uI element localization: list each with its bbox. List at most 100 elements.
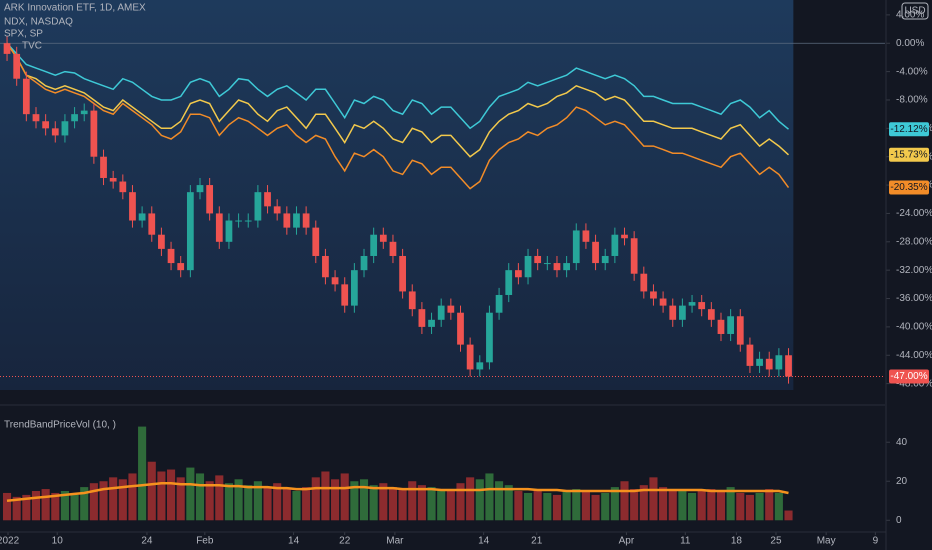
legend-entry: NDX, NASDAQ [4, 17, 73, 28]
candle-body [22, 78, 30, 115]
volume-bar [678, 489, 687, 521]
volume-bar [552, 494, 562, 521]
candle-body [341, 284, 349, 306]
volume-bar [417, 485, 426, 521]
candle-body [158, 234, 165, 249]
y-tick-label: -4.00% [896, 66, 928, 77]
y-tick-label: 4.00% [896, 10, 924, 21]
last-value-label: -12.12% [890, 124, 927, 135]
y-tick-label: 20 [896, 476, 908, 487]
x-tick-label: 9 [873, 536, 879, 547]
candle-body [370, 234, 378, 256]
candle-body [119, 181, 127, 193]
comparison-line [6, 42, 790, 158]
candle-body [322, 255, 329, 278]
comparison-line [6, 42, 789, 130]
candle-body [524, 255, 532, 278]
main-title: ARK Innovation ETF, 1D, AMEX [4, 3, 146, 14]
candle-body [379, 234, 387, 242]
currency-label: USD [904, 6, 925, 17]
volume-bar [774, 492, 783, 521]
candle-body [129, 192, 136, 221]
candle-body [42, 121, 50, 129]
volume-bar [118, 479, 127, 521]
y-tick-label: -28.00% [896, 236, 932, 247]
candle-body [302, 213, 310, 228]
candle-body [640, 273, 648, 292]
candle-body [167, 248, 175, 264]
volume-bar [340, 473, 349, 521]
candle-body [707, 309, 715, 320]
candle-body [736, 316, 744, 345]
volume-bar [475, 479, 484, 521]
volume-bar [388, 487, 398, 521]
volume-bar [195, 473, 205, 521]
y-tick-label: -36.00% [896, 293, 932, 304]
candle-body [515, 270, 522, 278]
candle-body [177, 263, 185, 271]
volume-bar [311, 477, 320, 521]
volume-bar [80, 487, 89, 521]
volume-bar [2, 492, 12, 521]
volume-bar [649, 477, 658, 521]
volume-bar [99, 481, 108, 521]
volume-bar [668, 491, 677, 521]
candle-body [196, 185, 204, 193]
volume-bar [292, 491, 301, 521]
candle-body [679, 305, 686, 320]
candle-body [418, 309, 426, 327]
candle-body [756, 358, 763, 366]
volume-bar [495, 481, 504, 521]
volume-bar [659, 487, 668, 521]
last-value-label: -47.00% [890, 371, 927, 382]
legend-entry: TVC [22, 41, 42, 52]
x-tick-label: May [817, 536, 836, 547]
last-value-badge [889, 369, 929, 384]
y-tick-label: -40.00% [896, 322, 932, 333]
comparison-line [6, 42, 790, 190]
volume-bar [234, 479, 243, 521]
x-tick-label: 14 [288, 536, 300, 547]
candle-body [32, 114, 40, 122]
volume-bar [514, 491, 523, 521]
candle-body [601, 255, 609, 264]
volume-bar [70, 494, 79, 521]
volume-bar [51, 492, 60, 521]
candle-body [13, 53, 21, 79]
volume-bar [755, 492, 764, 521]
volume-bar [398, 489, 407, 521]
candle-body [254, 192, 262, 221]
candle-body [273, 206, 281, 214]
candle-body [408, 291, 416, 310]
candle-body [630, 238, 638, 274]
x-tick-label: 25 [770, 536, 782, 547]
volume-bar [408, 481, 417, 521]
volume-bar [456, 483, 465, 521]
candle-body [698, 302, 706, 310]
x-tick-label: 2022 [0, 536, 20, 547]
volume-bar [224, 483, 233, 521]
legend-entry: SPX, SP [4, 29, 43, 40]
candle-body [331, 277, 339, 285]
last-value-badge [889, 147, 929, 162]
candle-body [717, 319, 725, 334]
y-tick-label: -32.00% [896, 265, 932, 276]
volume-bar [359, 479, 369, 521]
volume-bar [581, 491, 590, 521]
x-tick-label: Mar [386, 536, 404, 547]
volume-bar [205, 481, 214, 521]
candle-body [215, 213, 223, 242]
volume-bar [89, 483, 98, 521]
candle-body [283, 213, 291, 228]
candle-body [447, 305, 455, 313]
volume-bar [302, 487, 311, 521]
candle-body [148, 213, 156, 235]
volume-bar [707, 489, 716, 521]
volume-bar [128, 473, 137, 521]
candle-body [138, 213, 146, 221]
volume-bar [321, 471, 330, 521]
volume-bar [630, 489, 639, 521]
candle-body [553, 263, 561, 271]
volume-bar [369, 485, 378, 521]
currency-badge[interactable] [901, 2, 929, 20]
